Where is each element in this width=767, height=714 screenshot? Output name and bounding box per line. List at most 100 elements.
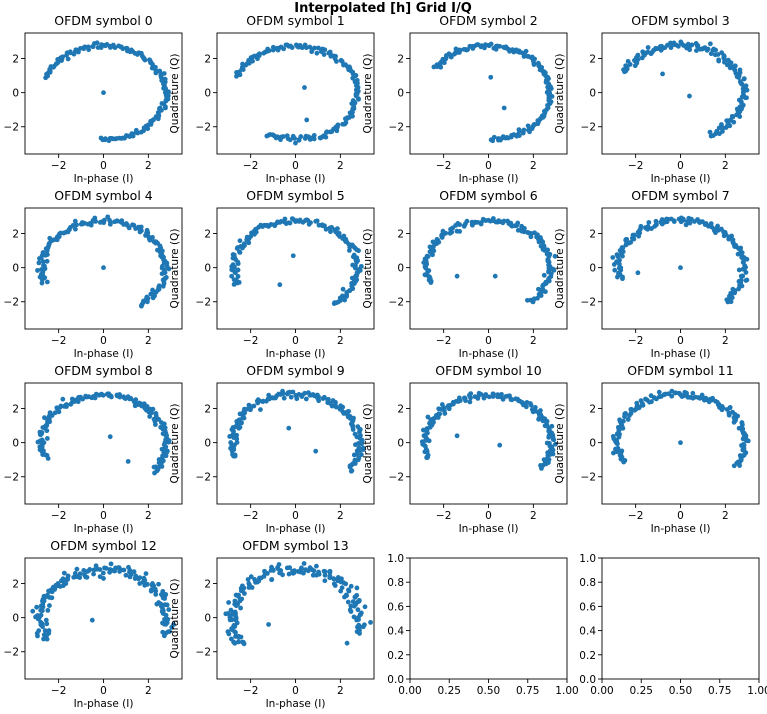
x-tick-label: 2: [722, 510, 729, 522]
data-point: [611, 450, 616, 456]
data-point: [660, 71, 665, 77]
data-point: [730, 113, 735, 119]
subplot-title: OFDM symbol 2: [439, 13, 537, 28]
subplot-title: OFDM symbol 10: [435, 363, 541, 378]
data-point: [307, 565, 313, 571]
data-point: [45, 607, 51, 613]
x-tick-label: 0: [485, 160, 492, 172]
data-point: [694, 48, 699, 54]
data-point: [349, 420, 355, 426]
data-point: [344, 409, 350, 415]
data-point: [503, 393, 509, 399]
subplot-0: OFDM symbol 0 −2 0 2 −2 0 2 In-phase (I): [4, 13, 183, 185]
data-point: [157, 105, 163, 111]
x-tick-label: 2: [145, 160, 152, 172]
x-tick-label: 0: [677, 160, 684, 172]
data-point: [620, 276, 625, 282]
scatter-points: [229, 216, 364, 306]
data-point: [86, 567, 92, 573]
data-point: [266, 622, 271, 627]
data-point: [612, 267, 618, 273]
data-point: [532, 405, 538, 410]
data-point: [316, 45, 321, 51]
data-point: [360, 445, 366, 451]
data-point: [34, 604, 40, 610]
y-tick-label: 0: [204, 613, 211, 625]
data-point: [519, 223, 525, 229]
data-point: [95, 45, 101, 50]
data-point: [248, 574, 254, 580]
data-point: [322, 578, 328, 584]
axes-frame: [409, 382, 568, 505]
data-point: [326, 50, 332, 56]
data-point: [344, 640, 350, 646]
data-point: [686, 215, 692, 221]
data-point: [101, 90, 106, 96]
data-point: [338, 588, 344, 594]
data-point: [223, 611, 229, 617]
y-axis-label: Quadrature (Q): [362, 404, 374, 484]
x-tick-label: 2: [337, 510, 344, 522]
data-point: [156, 283, 162, 289]
data-point: [646, 220, 652, 225]
data-point: [59, 578, 64, 584]
x-tick-label: 1.00: [555, 685, 578, 697]
data-point: [46, 588, 51, 594]
data-point: [425, 454, 430, 460]
data-point: [730, 409, 736, 415]
data-point: [36, 260, 42, 266]
data-point: [233, 270, 238, 276]
data-point: [102, 136, 108, 142]
data-point: [552, 253, 558, 259]
data-point: [40, 624, 45, 630]
data-point: [521, 127, 527, 133]
data-point: [68, 401, 74, 407]
data-point: [348, 603, 354, 609]
data-point: [269, 577, 274, 583]
data-point: [122, 395, 127, 401]
subplot-13: OFDM symbol 13 −2 0 2 −2 0 2 In-phase (I) Quadra…: [169, 538, 375, 710]
data-point: [350, 113, 355, 119]
data-point: [166, 89, 171, 95]
data-point: [461, 46, 467, 52]
data-point: [513, 47, 519, 53]
data-point: [744, 87, 750, 93]
data-point: [644, 226, 649, 231]
data-point: [463, 398, 468, 404]
data-point: [540, 286, 546, 292]
data-point: [693, 41, 699, 46]
data-point: [163, 275, 169, 280]
data-point: [104, 391, 110, 397]
data-point: [270, 568, 276, 573]
data-point: [620, 425, 626, 431]
data-point: [47, 410, 53, 416]
x-tick-label: 2: [337, 335, 344, 347]
data-point: [535, 295, 540, 301]
y-tick-label: 0: [204, 438, 211, 450]
data-point: [153, 411, 159, 416]
y-tick-label: 0.2: [387, 650, 404, 662]
data-point: [481, 395, 487, 401]
x-tick-label: 0: [677, 335, 684, 347]
y-tick-label: 0: [12, 613, 19, 625]
x-tick-label: 2: [722, 335, 729, 347]
data-point: [426, 438, 432, 444]
data-point: [35, 439, 41, 445]
data-point: [147, 406, 153, 412]
y-tick-label: 0.8: [579, 577, 596, 589]
y-tick-label: 0.8: [387, 577, 404, 589]
subplot-title: OFDM symbol 6: [439, 188, 538, 203]
data-point: [72, 218, 78, 224]
data-point: [497, 442, 503, 448]
y-axis-label: Quadrature (Q): [554, 404, 566, 484]
data-point: [52, 410, 58, 416]
data-point: [306, 221, 312, 227]
subplot-title: OFDM symbol 12: [50, 538, 156, 553]
data-point: [130, 222, 135, 228]
x-axis-label: In-phase (I): [266, 173, 326, 185]
data-point: [132, 576, 138, 581]
data-point: [234, 70, 239, 75]
data-point: [292, 135, 297, 141]
data-point: [280, 134, 286, 139]
data-point: [93, 563, 99, 569]
